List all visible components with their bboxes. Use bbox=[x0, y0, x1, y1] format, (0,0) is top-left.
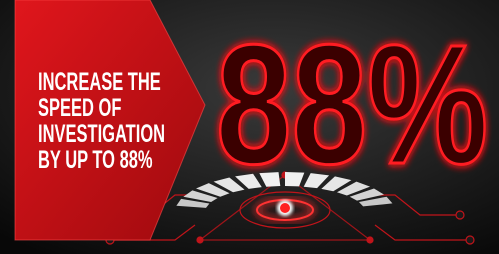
headline-line: INCREASE THE bbox=[38, 69, 161, 96]
stat-value: 88% bbox=[216, 10, 488, 200]
headline-line: BY UP TO 88% bbox=[38, 147, 153, 174]
node bbox=[466, 236, 474, 244]
node bbox=[456, 211, 464, 219]
headline-line: SPEED OF bbox=[38, 95, 121, 122]
node bbox=[367, 237, 373, 243]
node bbox=[197, 237, 203, 243]
headline-line: INVESTIGATION bbox=[38, 121, 165, 148]
headline: INCREASE THE SPEED OF INVESTIGATION BY U… bbox=[38, 69, 165, 174]
infographic: INCREASE THE SPEED OF INVESTIGATION BY U… bbox=[0, 0, 499, 254]
gauge-dot bbox=[280, 203, 290, 213]
